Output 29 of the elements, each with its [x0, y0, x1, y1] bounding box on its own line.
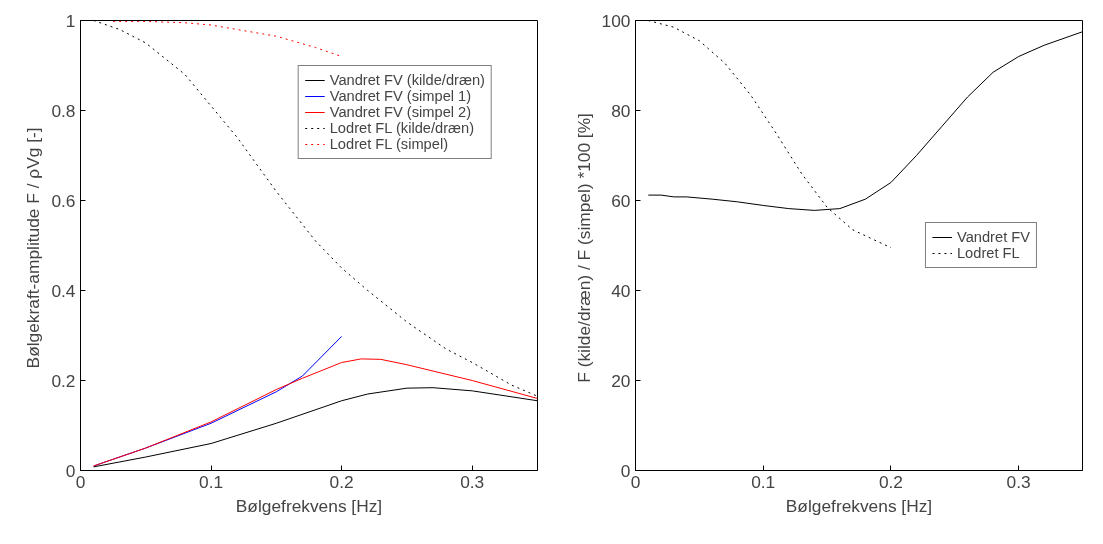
legend-label: Vandret FV (simpel 1)	[329, 88, 472, 104]
line-series	[93, 358, 538, 467]
line-series	[93, 387, 538, 468]
y-tick-label: 80	[611, 100, 631, 121]
y-tick-label: 60	[611, 190, 631, 211]
legend-label: Vandret FV (kilde/dræn)	[329, 72, 485, 88]
y-tick-label: 0.8	[51, 100, 76, 121]
y-tick-label: 0.4	[51, 280, 76, 301]
legend-label: Vandret FV (simpel 2)	[329, 104, 472, 120]
y-tick-label: 100	[601, 10, 631, 31]
x-tick-label: 0.1	[751, 471, 776, 492]
x-tick-label: 0.1	[199, 471, 224, 492]
x-tick-label: 0.3	[1006, 471, 1031, 492]
y-tick-label: 0.6	[51, 190, 76, 211]
y-axis-title: F (kilde/dræn) / F (simpel) *100 [%]	[573, 113, 594, 383]
y-tick-label: 1	[65, 10, 76, 31]
legend-label: Lodret FL (simpel)	[329, 136, 449, 152]
y-tick-label: 0.2	[51, 370, 76, 391]
y-tick-label: 20	[611, 370, 631, 391]
x-tick-label: 0.2	[329, 471, 354, 492]
y-tick-label: 40	[611, 280, 631, 301]
x-axis-title: Bølgefrekvens [Hz]	[785, 495, 933, 516]
legend-label: Lodret FL	[956, 245, 1020, 261]
legend-label: Lodret FL (kilde/dræn)	[329, 120, 475, 136]
x-tick-label: 0.2	[878, 471, 903, 492]
y-axis-title: Bølgekraft-amplitude F / ρVg [-]	[23, 127, 44, 369]
x-tick-label: 0.3	[460, 471, 485, 492]
legend-label: Vandret FV	[956, 229, 1030, 245]
x-axis-title: Bølgefrekvens [Hz]	[235, 495, 383, 516]
